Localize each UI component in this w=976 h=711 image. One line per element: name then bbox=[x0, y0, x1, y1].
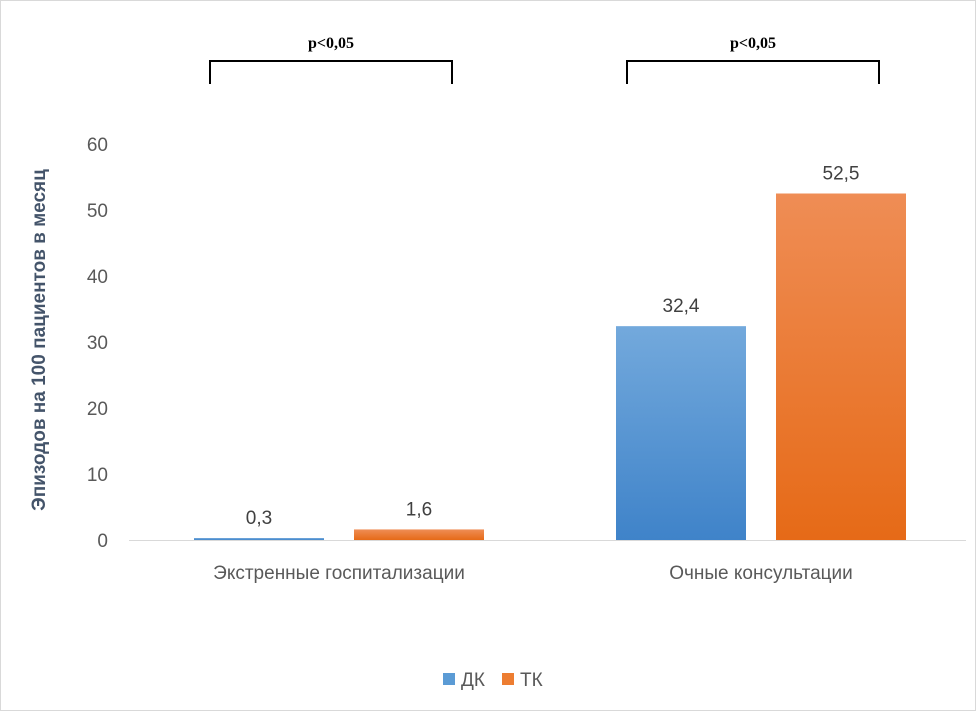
y-tick-label: 50 bbox=[87, 201, 108, 222]
y-tick-label: 30 bbox=[87, 333, 108, 354]
bars bbox=[194, 193, 906, 540]
data-label: 32,4 bbox=[663, 296, 700, 317]
data-label: 52,5 bbox=[823, 164, 860, 185]
legend-swatch bbox=[443, 673, 455, 685]
y-tick-label: 60 bbox=[87, 135, 108, 156]
data-label: 0,3 bbox=[246, 508, 272, 529]
legend-label: ДК bbox=[461, 670, 485, 691]
legend-label: ТК bbox=[520, 670, 543, 691]
bracket-line bbox=[626, 60, 880, 84]
y-tick-label: 40 bbox=[87, 267, 108, 288]
bar-dk-0 bbox=[194, 538, 324, 540]
p-value-label: p<0,05 bbox=[730, 35, 776, 52]
x-category-label: Очные консультации bbox=[669, 563, 853, 584]
legend-swatch bbox=[502, 673, 514, 685]
significance-brackets: p<0,05 p<0,05 bbox=[209, 35, 880, 84]
bar-dk-1 bbox=[616, 326, 746, 540]
p-value-label: p<0,05 bbox=[308, 35, 354, 52]
y-tick-label: 20 bbox=[87, 399, 108, 420]
bar-tk-1 bbox=[776, 193, 906, 540]
data-label: 1,6 bbox=[406, 499, 432, 520]
y-axis-title-text: Эпизодов на 100 пациентов в месяц bbox=[29, 169, 50, 511]
x-category-label: Экстренные госпитализации bbox=[213, 563, 465, 584]
y-axis-ticks: 0 10 20 30 40 50 60 bbox=[87, 135, 108, 552]
y-tick-label: 0 bbox=[97, 531, 108, 552]
legend-item-tk: ТК bbox=[502, 670, 543, 691]
significance-bracket: p<0,05 bbox=[626, 35, 880, 84]
significance-bracket: p<0,05 bbox=[209, 35, 453, 84]
bar-tk-0 bbox=[354, 529, 484, 540]
bracket-line bbox=[209, 60, 453, 84]
y-tick-label: 10 bbox=[87, 465, 108, 486]
legend-item-dk: ДК bbox=[443, 670, 485, 691]
y-axis-title: Эпизодов на 100 пациентов в месяц bbox=[29, 169, 50, 511]
x-axis-categories: Экстренные госпитализации Очные консульта… bbox=[213, 563, 853, 584]
data-labels: 0,3 32,4 1,6 52,5 bbox=[246, 164, 860, 530]
legend: ДК ТК bbox=[443, 670, 543, 691]
